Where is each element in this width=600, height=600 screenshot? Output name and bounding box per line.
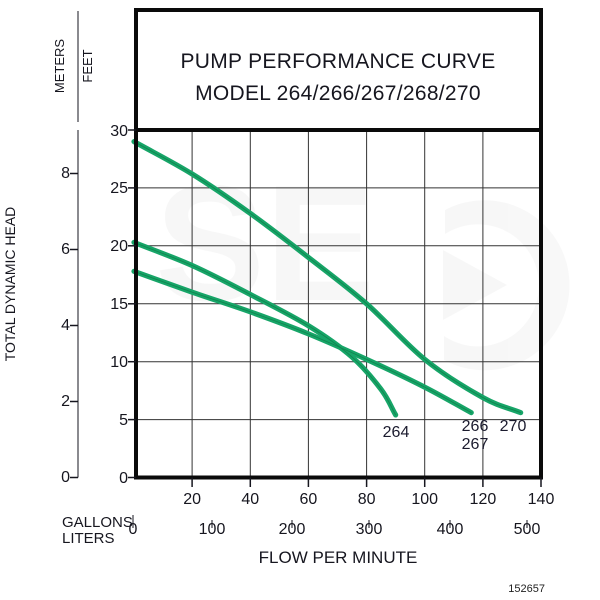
svg-text:15: 15	[110, 296, 128, 313]
svg-text:FEET: FEET	[80, 49, 95, 82]
svg-text:8: 8	[61, 165, 70, 182]
svg-text:20: 20	[183, 491, 201, 508]
svg-text:266: 266	[462, 418, 489, 435]
svg-text:0: 0	[119, 470, 128, 487]
svg-text:30: 30	[110, 123, 128, 140]
svg-text:152657: 152657	[508, 583, 545, 595]
svg-text:140: 140	[528, 491, 555, 508]
svg-text:80: 80	[358, 491, 376, 508]
svg-text:4: 4	[61, 317, 70, 334]
svg-text:10: 10	[110, 354, 128, 371]
svg-text:S: S	[155, 151, 265, 335]
svg-text:PUMP PERFORMANCE CURVE: PUMP PERFORMANCE CURVE	[180, 50, 495, 73]
svg-text:TOTAL DYNAMIC HEAD: TOTAL DYNAMIC HEAD	[2, 207, 18, 362]
svg-text:100: 100	[411, 491, 438, 508]
svg-text:LITERS: LITERS	[62, 530, 115, 547]
svg-text:6: 6	[61, 241, 70, 258]
svg-text:5: 5	[119, 412, 128, 429]
svg-text:270: 270	[500, 418, 527, 435]
svg-text:E: E	[265, 151, 375, 335]
svg-text:MODEL 264/266/267/268/270: MODEL 264/266/267/268/270	[195, 82, 481, 105]
svg-text:GALLONS: GALLONS	[62, 514, 133, 531]
svg-text:264: 264	[383, 424, 410, 441]
svg-text:267: 267	[462, 436, 489, 453]
svg-text:60: 60	[300, 491, 318, 508]
svg-text:2: 2	[61, 393, 70, 410]
svg-text:120: 120	[470, 491, 497, 508]
svg-text:0: 0	[61, 469, 70, 486]
svg-text:METERS: METERS	[52, 39, 67, 94]
svg-text:25: 25	[110, 180, 128, 197]
svg-text:FLOW PER MINUTE: FLOW PER MINUTE	[259, 548, 418, 567]
svg-text:20: 20	[110, 238, 128, 255]
svg-text:40: 40	[241, 491, 259, 508]
